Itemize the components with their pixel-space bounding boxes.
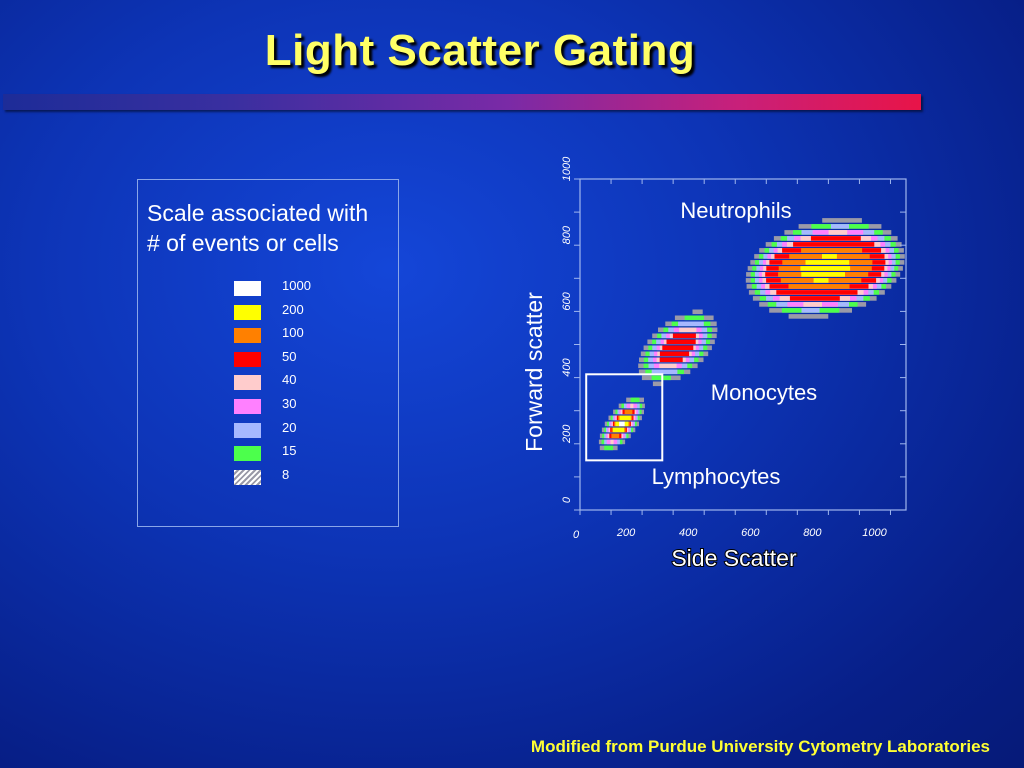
density-bar (822, 254, 837, 259)
density-bar (776, 290, 858, 295)
lymphocyte-gate (585, 373, 664, 462)
density-bar (659, 357, 683, 363)
legend-swatch (234, 422, 261, 438)
density-bar (813, 278, 829, 283)
legend-swatch (234, 375, 261, 391)
plot-axes: 0 200 400 600 800 1000 0 200 400 600 800 1000 Side S… (521, 156, 907, 572)
annotation-neutrophils: Neutrophils (680, 198, 791, 223)
density-bar (624, 409, 633, 415)
legend-label: 20 (282, 419, 297, 435)
legend-heading: Scale associated with # of events or cel… (147, 198, 397, 258)
y-tick-label: 0 (561, 496, 573, 503)
density-bar (666, 339, 696, 345)
x-tick-label: 800 (803, 527, 822, 539)
density-bar (678, 321, 704, 327)
legend-label: 8 (282, 466, 290, 482)
density-bar (679, 327, 697, 333)
density-bar (810, 236, 861, 241)
legend-heading-line-1: Scale associated with (147, 200, 369, 226)
legend-swatch (234, 351, 261, 367)
density-bar (630, 403, 634, 409)
y-tick-label: 1000 (561, 156, 573, 181)
legend-item: 200 (234, 302, 374, 322)
density-bar (805, 260, 850, 265)
density-bar (789, 296, 840, 301)
y-tick-label: 200 (561, 424, 573, 444)
legend-item: 8 (234, 467, 374, 487)
density-bar (672, 333, 696, 339)
density-bar (793, 242, 875, 247)
density-bar (619, 415, 631, 421)
x-tick-label: 1000 (862, 527, 887, 539)
legend-item: 15 (234, 443, 374, 463)
legend-swatch (234, 399, 261, 414)
legend-item: 1000 (234, 278, 374, 298)
density-bar (828, 230, 848, 235)
legend-item: 30 (234, 396, 374, 416)
y-tick-label: 600 (561, 291, 573, 310)
legend-swatch (234, 328, 261, 344)
x-tick-label: 0 (573, 529, 580, 541)
density-bar (684, 315, 704, 321)
density-bar (692, 309, 703, 315)
density-bar (801, 248, 863, 253)
x-tick-label: 200 (616, 527, 636, 539)
density-bar (652, 381, 664, 387)
density-bar (611, 433, 620, 439)
legend-swatch (234, 469, 261, 485)
legend-label: 200 (282, 301, 304, 317)
density-bar (662, 345, 694, 351)
slide-title: Light Scatter Gating (264, 26, 696, 75)
population-neutrophils (745, 218, 905, 319)
legend-item: 20 (234, 420, 374, 440)
annotation-monocytes: Monocytes (711, 380, 817, 405)
density-bar (613, 427, 625, 433)
density-bar (619, 421, 625, 427)
density-bar (800, 266, 851, 271)
density-bar (822, 218, 862, 223)
density-bar (659, 363, 677, 369)
density-bar (801, 272, 845, 277)
legend-item: 40 (234, 372, 374, 392)
credit-line: Modified from Purdue University Cytometr… (530, 737, 990, 756)
legend-label: 30 (282, 396, 297, 411)
y-axis-title: Forward scatter (521, 292, 547, 452)
plot-annotations: Neutrophils Monocytes Lymphocytes (585, 198, 817, 489)
legend-item: 100 (234, 325, 374, 345)
x-tick-label: 400 (679, 527, 698, 539)
legend-panel: Scale associated with # of events or cel… (137, 179, 399, 527)
legend-swatch (234, 304, 261, 320)
legend-label: 15 (282, 443, 297, 459)
y-tick-label: 400 (561, 358, 573, 377)
density-bar (651, 369, 678, 375)
density-bands (598, 218, 905, 451)
legend-label: 40 (282, 372, 297, 388)
density-bar (604, 445, 614, 451)
population-lymphocytes (598, 397, 645, 451)
density-bar (788, 314, 829, 319)
density-bar (788, 284, 850, 289)
density-bar (803, 302, 822, 307)
title-underline-bar (3, 94, 921, 110)
density-bar (610, 439, 614, 445)
legend-label: 100 (282, 325, 304, 341)
legend-heading-line-2: # of events or cells (147, 230, 339, 256)
density-bar (801, 308, 820, 313)
legend-swatch (234, 281, 261, 296)
x-tick-label: 600 (741, 527, 760, 539)
legend-item: 50 (234, 349, 374, 369)
density-bar (630, 397, 640, 403)
legend-label: 50 (282, 348, 297, 364)
population-monocytes (638, 309, 718, 387)
legend-label: 1000 (282, 278, 311, 293)
density-bar (659, 351, 690, 357)
annotation-lymphocytes: Lymphocytes (652, 464, 781, 489)
x-axis-title: Side Scatter (671, 545, 797, 571)
density-bar (830, 224, 849, 229)
y-tick-label: 800 (561, 225, 573, 244)
legend-swatch (234, 446, 261, 462)
